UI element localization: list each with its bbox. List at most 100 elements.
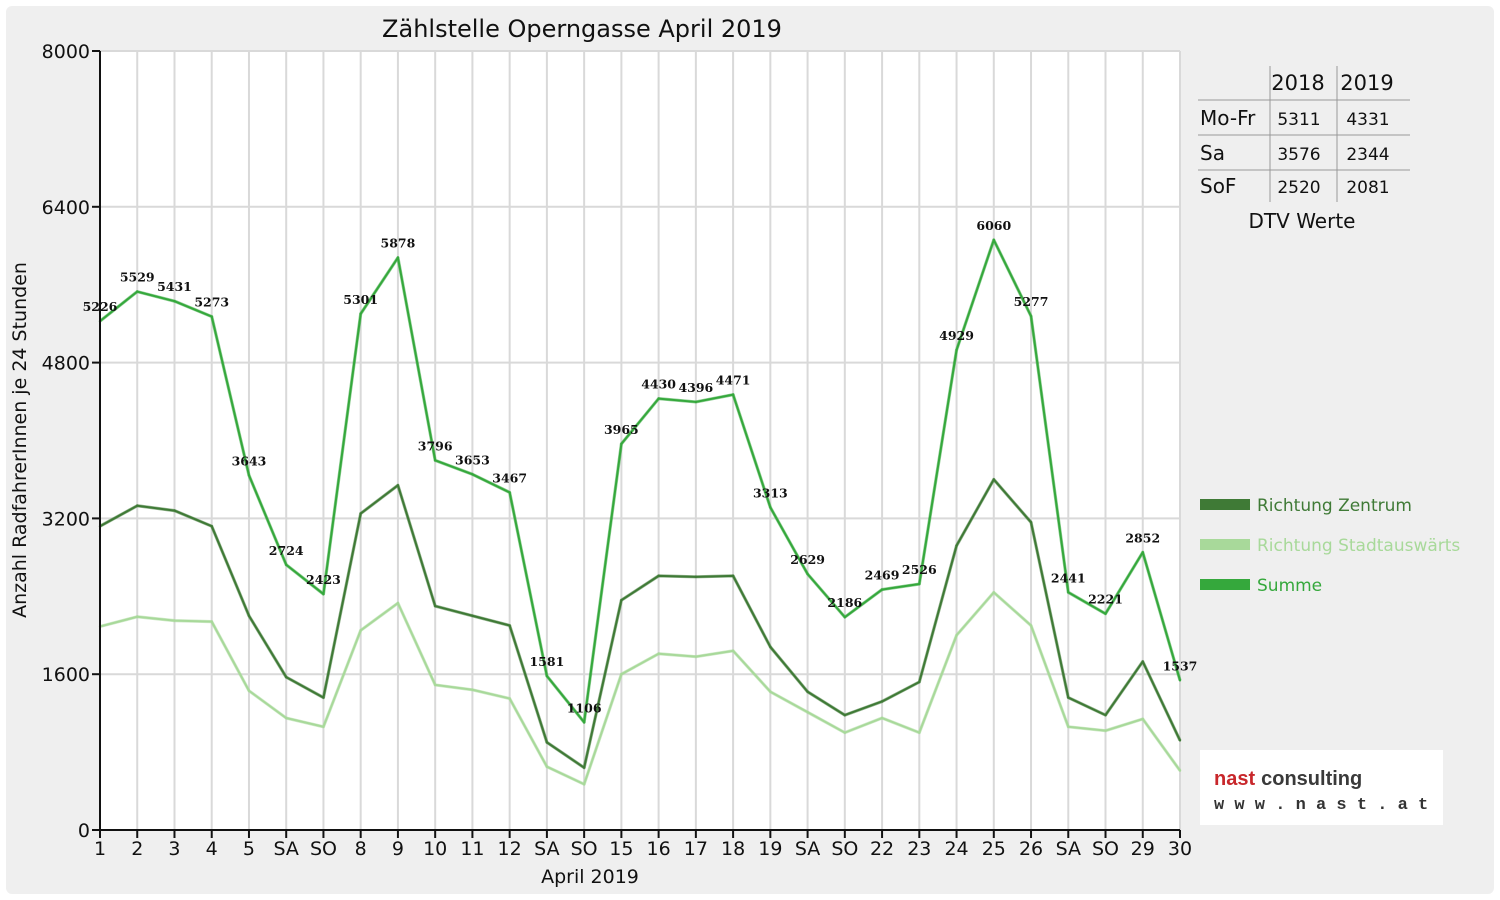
- data-point: [433, 683, 437, 687]
- nast-consulting-logo: nast consulting w w w . n a s t . a t: [1200, 750, 1443, 825]
- x-tick-label: SA: [273, 838, 298, 860]
- data-point: [471, 688, 474, 691]
- x-tick-label: SA: [534, 838, 559, 860]
- data-point: [1141, 551, 1144, 554]
- data-point: [1067, 696, 1070, 699]
- chart-title: Zählstelle Operngasse April 2019: [382, 15, 782, 43]
- data-label: 3313: [753, 485, 788, 500]
- x-tick-label: 2: [131, 838, 143, 860]
- x-tick-label: SO: [831, 838, 858, 860]
- x-tick-label: 12: [498, 838, 522, 860]
- data-point: [359, 312, 362, 316]
- data-label: 2724: [269, 543, 304, 558]
- data-point: [359, 629, 362, 632]
- data-point: [285, 563, 288, 566]
- data-label: 4396: [678, 380, 713, 395]
- dtv-cell: 2081: [1346, 178, 1389, 198]
- data-point: [955, 544, 958, 547]
- x-tick-label: 18: [721, 838, 745, 860]
- data-point: [731, 574, 735, 578]
- data-point: [285, 675, 288, 679]
- x-tick-label: 8: [355, 838, 367, 860]
- data-point: [1178, 739, 1182, 742]
- x-tick-label: 19: [758, 838, 782, 860]
- x-tick-label: 3: [168, 838, 180, 860]
- dtv-row-label: Sa: [1200, 141, 1225, 165]
- data-point: [657, 574, 660, 578]
- x-tick-label: 16: [647, 838, 671, 860]
- data-point: [955, 634, 958, 637]
- data-label: 1106: [567, 700, 602, 715]
- data-label: 5529: [120, 270, 155, 285]
- data-label: 6060: [976, 218, 1011, 233]
- data-point: [210, 620, 213, 623]
- data-label: 2441: [1051, 570, 1086, 585]
- data-point: [992, 238, 995, 242]
- data-point: [508, 697, 511, 700]
- x-tick-label: 22: [870, 838, 894, 860]
- data-point: [396, 256, 400, 259]
- x-tick-label: 17: [684, 838, 708, 860]
- data-point: [359, 512, 362, 515]
- dtv-row-label: Mo-Fr: [1200, 106, 1256, 130]
- data-point: [918, 582, 921, 586]
- data-point: [769, 645, 772, 649]
- data-point: [285, 716, 288, 720]
- data-point: [992, 478, 995, 481]
- data-point: [545, 674, 549, 678]
- data-point: [1029, 624, 1033, 627]
- data-point: [136, 615, 139, 618]
- data-label: 5277: [1014, 294, 1049, 309]
- data-point: [247, 689, 251, 692]
- y-axis-label: Anzahl RadfahrerInnen je 24 Stunden: [9, 262, 31, 618]
- x-tick-label: 23: [907, 838, 931, 860]
- series-line-2: [99, 238, 1181, 724]
- x-tick-label: 24: [944, 838, 968, 860]
- data-point: [1141, 660, 1144, 663]
- x-tick-label: 15: [609, 838, 633, 860]
- data-point: [471, 614, 474, 617]
- data-point: [173, 619, 176, 622]
- data-point: [322, 696, 325, 699]
- data-label: 3965: [604, 422, 639, 437]
- dtv-cell: 5311: [1277, 110, 1320, 130]
- data-label: 2629: [790, 552, 825, 567]
- data-point: [396, 484, 400, 487]
- data-label: 5301: [343, 292, 378, 307]
- data-label: 2852: [1125, 530, 1160, 545]
- data-point: [843, 615, 847, 619]
- dtv-cell: 4331: [1346, 110, 1389, 130]
- data-point: [657, 397, 660, 400]
- data-point: [1067, 591, 1070, 594]
- data-point: [582, 766, 586, 769]
- data-point: [620, 598, 623, 602]
- data-point: [247, 614, 251, 617]
- data-point: [1104, 713, 1107, 717]
- y-tick-label: 4800: [42, 353, 90, 375]
- data-point: [136, 290, 139, 293]
- data-point: [955, 348, 958, 352]
- data-point: [433, 604, 437, 608]
- data-point: [918, 731, 921, 734]
- data-label: 4471: [716, 373, 751, 388]
- data-point: [1104, 729, 1107, 732]
- data-point: [582, 783, 586, 786]
- x-tick-label: SO: [1092, 838, 1119, 860]
- data-point: [806, 572, 809, 576]
- data-point: [1178, 679, 1182, 682]
- data-point: [1029, 521, 1033, 524]
- x-tick-label: SA: [795, 838, 820, 860]
- data-point: [1141, 717, 1144, 721]
- data-point: [694, 575, 698, 579]
- dtv-cell: 2520: [1277, 178, 1320, 198]
- y-tick-label: 8000: [42, 41, 90, 63]
- dtv-header-2018: 2018: [1271, 71, 1324, 95]
- data-point: [657, 652, 660, 655]
- dtv-caption: DTV Werte: [1249, 209, 1356, 233]
- data-label: 4929: [939, 328, 974, 343]
- data-point: [992, 591, 995, 594]
- data-point: [508, 624, 511, 627]
